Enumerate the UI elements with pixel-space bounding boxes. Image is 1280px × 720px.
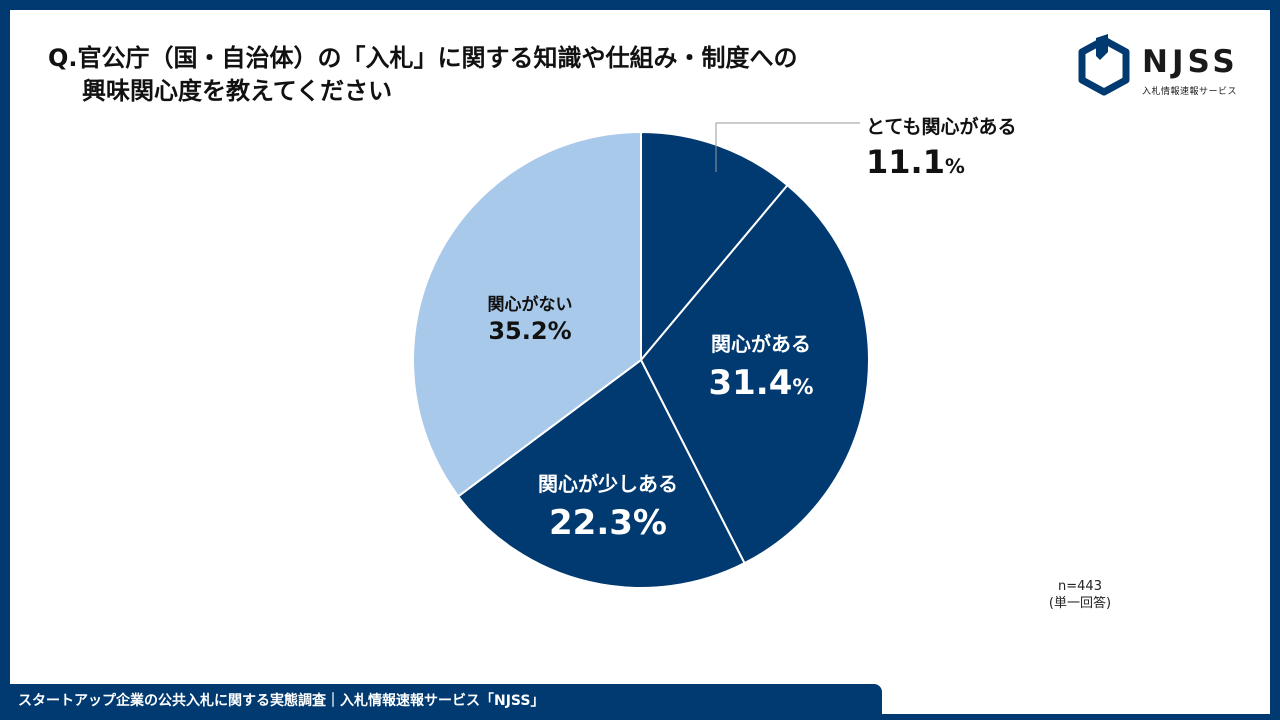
pie-slice-slightly-interested xyxy=(456,358,746,589)
footer-text: スタートアップ企業の公共入札に関する実態調査｜入札情報速報サービス「NJSS」 xyxy=(18,693,545,709)
pie-slice-not-interested xyxy=(412,130,642,498)
slice-value-not-interested: 35.2% xyxy=(488,317,572,345)
slice-label-not-interested: 関心がない 35.2% xyxy=(470,290,590,345)
slice-label-very-interested: とても関心がある 11.1% xyxy=(866,112,1016,181)
logo-subtitle: 入札情報速報サービス xyxy=(1142,87,1238,97)
title-line-1: Q.官公庁（国・自治体）の「入札」に関する知識や仕組み・制度への xyxy=(48,44,798,72)
slice-value-very-interested: 11.1 xyxy=(866,143,945,181)
njss-logo-icon xyxy=(1078,34,1130,96)
slice-unit-very-interested: % xyxy=(944,155,965,178)
slice-label-slightly-interested-name: 関心が少しある xyxy=(538,472,678,496)
pie-slice-interested xyxy=(639,183,870,565)
slice-value-slightly-interested: 22.3% xyxy=(549,503,667,543)
slice-label-interested: 関心がある 31.4% xyxy=(696,328,826,403)
slice-label-very-interested-name: とても関心がある xyxy=(866,116,1017,138)
slice-label-interested-name: 関心がある xyxy=(711,332,811,356)
title-line-2: 興味関心度を教えてください xyxy=(82,77,393,105)
slice-label-not-interested-name: 関心がない xyxy=(487,295,573,315)
slice-value-interested: 31.4 xyxy=(708,363,793,403)
pie-slice-very-interested xyxy=(640,130,789,363)
slice-label-slightly-interested: 関心が少しある 22.3% xyxy=(518,468,698,543)
footer-bar: スタートアップ企業の公共入札に関する実態調査｜入札情報速報サービス「NJSS」 xyxy=(0,684,882,720)
chart-title: Q.官公庁（国・自治体）の「入札」に関する知識や仕組み・制度への 興味関心度を教… xyxy=(48,42,798,108)
leader-line-very-interested xyxy=(715,122,860,172)
logo-text: NJSS xyxy=(1142,44,1239,80)
sample-size: n=443 xyxy=(1058,579,1102,594)
sample-note: n=443 (単一回答) xyxy=(1040,578,1120,612)
answer-type: (単一回答) xyxy=(1048,596,1112,611)
slice-unit-interested: % xyxy=(792,374,814,399)
